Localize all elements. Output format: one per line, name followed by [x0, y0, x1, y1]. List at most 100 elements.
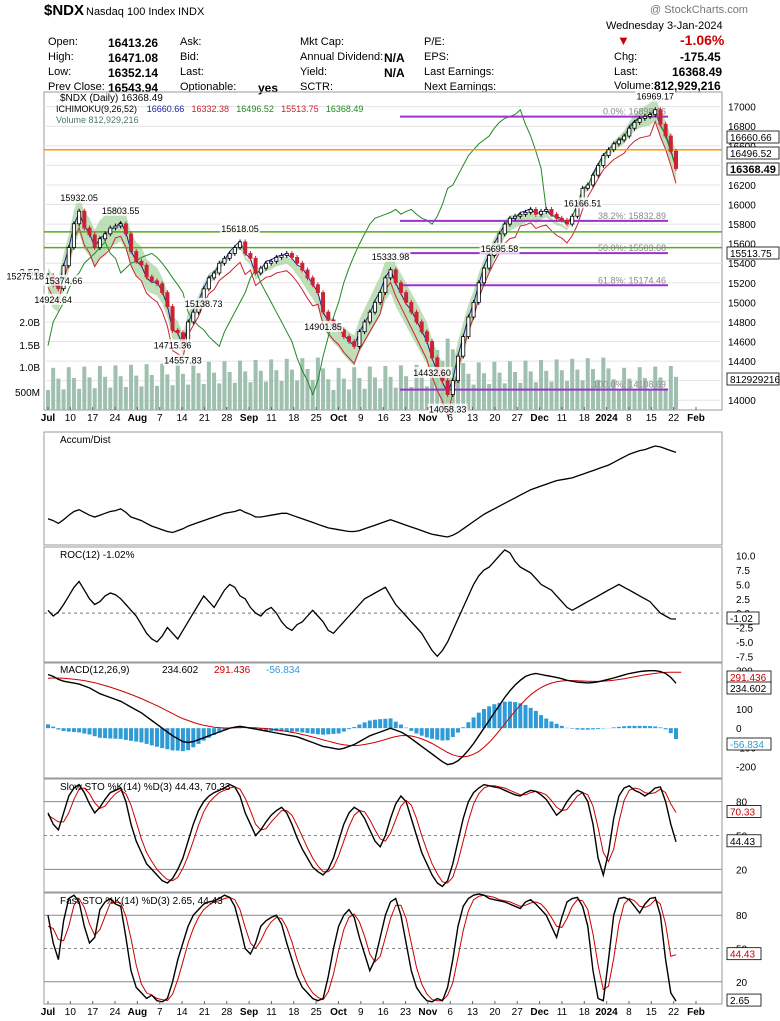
volume-bar — [378, 388, 383, 410]
candle-body — [409, 301, 414, 313]
volume-bar — [383, 366, 388, 410]
price-x-tick: 18 — [288, 413, 300, 424]
price-annotation: 14924.64 — [34, 295, 72, 305]
fast-sto-right-box — [726, 947, 762, 961]
volume-bar — [77, 388, 82, 410]
candle-body — [414, 311, 419, 323]
macd-hist-bar — [139, 728, 144, 743]
volume-bar — [357, 378, 362, 410]
macd-hist-bar — [108, 728, 113, 739]
volume-bar — [393, 387, 398, 410]
macd-hist-bar — [367, 720, 372, 729]
annotation-bg — [220, 222, 261, 234]
macd-hist-bar — [321, 728, 326, 735]
volume-bar — [404, 376, 409, 410]
price-annotation: 15275.18 — [6, 271, 44, 281]
macd-hist-bar — [300, 728, 305, 733]
bottom-x-tick: 25 — [311, 1007, 323, 1018]
volume-bar — [212, 372, 217, 410]
volume-bar — [289, 369, 294, 410]
candle-body — [658, 109, 663, 125]
volume-bar — [139, 386, 144, 410]
quote-v3-row1: N/A — [384, 51, 405, 65]
candle-body — [393, 269, 398, 284]
roc-y-tick: 2.5 — [736, 595, 750, 606]
volume-bar — [103, 376, 108, 410]
price-x-tick: 9 — [358, 413, 364, 424]
macd-hist-bar — [160, 728, 165, 749]
quote-l2-row0: Ask: — [180, 36, 202, 48]
candle-body — [315, 284, 320, 293]
volume-value: 812,929,216 — [654, 79, 721, 93]
macd-hist-bar — [92, 728, 97, 737]
volume-bar — [668, 366, 673, 410]
volume-bar — [632, 389, 637, 410]
quote-l4-row3: Next Earnings: — [424, 81, 497, 93]
price-x-tick: 20 — [489, 413, 501, 424]
roc-title: ROC(12) -1.02% — [60, 550, 135, 561]
price-x-tick: 13 — [467, 413, 479, 424]
bottom-x-tick: 13 — [467, 1007, 479, 1018]
macd-hist-bar — [144, 728, 149, 744]
candle-body — [248, 253, 253, 259]
price-x-tick: 25 — [311, 413, 323, 424]
price-x-tick: 11 — [557, 413, 568, 424]
volume-bar — [274, 370, 279, 410]
candle-body — [274, 256, 279, 262]
price-annotation: 15138.73 — [185, 299, 223, 309]
candle-body — [175, 329, 180, 334]
annotation-bg — [479, 242, 520, 254]
ichimoku-legend: 15513.75 — [281, 104, 319, 114]
price-right-label: 16660.66 — [730, 133, 772, 144]
macd-right-label: -56.834 — [730, 740, 764, 751]
price-y-tick: 15400 — [728, 259, 756, 270]
macd-hist-bar — [674, 728, 678, 740]
price-annotation: 15803.55 — [102, 206, 140, 216]
volume-bar — [663, 388, 668, 410]
price-y-tick: 14600 — [728, 338, 756, 349]
volume-bar — [118, 376, 123, 410]
macd-hist-bar — [559, 725, 564, 729]
macd-y-tick: 0 — [736, 724, 742, 735]
volume-bar — [616, 390, 621, 410]
macd-hist-bar — [284, 728, 289, 732]
macd-hist-bar — [388, 718, 393, 729]
volume-bar — [424, 386, 429, 410]
ichimoku-base-line — [47, 120, 677, 418]
candle-body — [533, 209, 538, 215]
quote-l1-row0: Open: — [48, 36, 78, 48]
bottom-x-tick: Nov — [418, 1007, 437, 1018]
candle-body — [388, 269, 393, 279]
candle-body — [154, 280, 159, 285]
macd-hist-bar — [186, 728, 191, 751]
candle-body — [378, 292, 383, 303]
volume-bar — [601, 357, 606, 410]
candle-body — [232, 247, 237, 254]
volume-bar — [528, 371, 533, 410]
bottom-x-tick: Dec — [530, 1007, 549, 1018]
volume-bar — [648, 388, 653, 410]
candle-body — [622, 135, 627, 141]
macd-hist-bar — [87, 728, 92, 735]
candle-body — [372, 301, 377, 313]
macd-hist-bar — [56, 728, 61, 730]
candle-body — [539, 210, 544, 215]
volume-bar — [336, 367, 341, 410]
macd-hist-bar — [570, 728, 575, 729]
bottom-x-tick: Aug — [128, 1007, 147, 1018]
bottom-x-tick: 18 — [288, 1007, 300, 1018]
candle-body — [450, 380, 455, 395]
price-right-label: 16496.52 — [730, 149, 772, 160]
annotation-bg — [183, 297, 224, 309]
volume-bar — [108, 387, 113, 410]
volume-bar — [523, 360, 528, 410]
accum-dist-title: Accum/Dist — [60, 435, 111, 446]
volume-bar — [533, 382, 538, 410]
candle-body — [637, 118, 642, 123]
volume-bar — [175, 363, 180, 410]
macd-hist-bar — [658, 727, 663, 729]
macd-hist-bar — [507, 701, 512, 729]
price-y-tick: 16800 — [728, 122, 756, 133]
last-value: 16368.49 — [672, 65, 723, 79]
price-right-label-box — [726, 246, 780, 260]
